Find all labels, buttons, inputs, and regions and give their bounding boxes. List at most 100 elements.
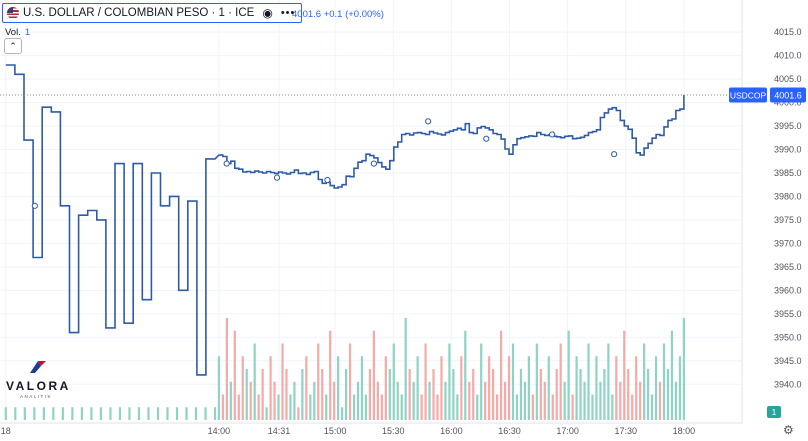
volume-bar — [90, 407, 93, 420]
symbol-badge-label: USDCOP — [730, 91, 767, 101]
volume-bar — [531, 394, 534, 420]
volume-bar — [23, 407, 26, 420]
y-tick-label: 3990.0 — [774, 144, 802, 154]
volume-bar — [440, 356, 443, 420]
volume-bar — [392, 343, 395, 420]
event-marker — [324, 176, 331, 184]
volume-bar — [301, 369, 304, 420]
volume-bar — [317, 343, 320, 420]
logo-word: VALORA — [6, 379, 71, 393]
volume-bar — [448, 343, 451, 420]
volume-bar — [615, 356, 618, 420]
volume-bar — [488, 356, 491, 420]
volume-bar — [337, 356, 340, 420]
volume-bar — [543, 381, 546, 420]
volume-bar — [118, 407, 122, 420]
y-tick-label: 4000.0 — [774, 98, 802, 108]
y-tick-label: 3995.0 — [774, 121, 802, 131]
volume-bar — [388, 369, 391, 420]
volume-bar — [52, 407, 55, 420]
volume-bar — [499, 330, 503, 420]
volume-bar — [128, 407, 131, 420]
volume-bar — [567, 330, 570, 420]
volume-value: 1 — [24, 27, 31, 38]
volume-bar — [166, 407, 169, 420]
logo-subtitle: ANALITIK — [19, 394, 52, 399]
volume-bar — [579, 369, 582, 420]
volume-bar — [635, 356, 638, 420]
x-tick-label: 15:30 — [382, 426, 405, 436]
volume-bar — [396, 381, 399, 420]
volume-bar — [61, 407, 64, 420]
x-tick-label: 18:00 — [673, 426, 696, 436]
volume-bar — [4, 407, 7, 420]
volume-bar — [666, 369, 670, 420]
volume-bar — [639, 381, 642, 420]
symbol-badge — [729, 87, 767, 103]
volume-bar — [360, 356, 364, 420]
price-info: 4001.6 +0.1 (+0.00%) — [292, 9, 384, 20]
volume-bar — [185, 407, 188, 420]
y-tick-label: 3955.0 — [774, 309, 802, 319]
volume-bar — [241, 356, 244, 420]
y-tick-label: 4015.0 — [774, 27, 802, 37]
volume-bar — [321, 369, 324, 420]
volume-bar — [424, 343, 427, 420]
collapse-button[interactable]: ⌃ — [4, 38, 22, 54]
volume-bar — [658, 381, 662, 420]
volume-bar — [265, 407, 268, 420]
x-tick-label: 15:00 — [324, 426, 347, 436]
volume-bar — [277, 394, 280, 420]
x-tick-label: 14:00 — [208, 426, 231, 436]
y-tick-label: 3970.0 — [774, 238, 802, 248]
x-tick-label: 17:00 — [556, 426, 579, 436]
volume-bar — [670, 330, 674, 420]
volume-bar — [329, 330, 332, 420]
event-marker — [425, 118, 432, 125]
volume-bar — [511, 343, 515, 420]
volume-bar — [253, 343, 256, 420]
volume-bar — [109, 407, 112, 420]
volume-bar — [194, 407, 198, 420]
event-marker — [223, 160, 230, 167]
volume-bar — [563, 381, 566, 420]
event-marker — [370, 160, 378, 167]
eye-icon[interactable]: ◉ — [262, 6, 273, 20]
x-tick-label: 16:00 — [440, 426, 463, 436]
volume-badge-label: 1 — [772, 407, 777, 417]
volume-legend: Vol. 1 — [5, 27, 30, 38]
volume-bar — [204, 407, 207, 420]
event-marker — [31, 202, 38, 209]
volume-bar — [468, 381, 471, 420]
volume-bar — [523, 381, 527, 420]
volume-bar — [682, 318, 685, 420]
volume-bar — [313, 381, 316, 420]
volume-bar — [539, 369, 542, 420]
volume-bar — [603, 369, 606, 420]
volume-bar — [496, 394, 499, 420]
volume-bar — [515, 394, 519, 420]
volume-bar — [269, 356, 272, 420]
volume-bar — [551, 394, 554, 420]
volume-bar — [229, 381, 232, 420]
volume-bar — [519, 369, 523, 420]
volume-bar — [428, 381, 431, 420]
y-tick-label: 3940.0 — [774, 379, 802, 389]
volume-bar — [341, 407, 344, 420]
y-tick-label: 3945.0 — [774, 356, 802, 366]
volume-bar — [444, 381, 447, 420]
y-tick-label: 4010.0 — [774, 51, 802, 61]
volume-bar — [587, 343, 590, 420]
symbol-header[interactable]: U.S. DOLLAR / COLOMBIAN PESO · 1 · ICE ◉… — [2, 3, 303, 23]
volume-bar — [623, 330, 626, 420]
more-icon[interactable]: ••• — [280, 7, 296, 19]
logo-mark-icon — [30, 361, 46, 373]
volume-bar — [647, 369, 650, 420]
volume-bar — [221, 394, 224, 420]
x-tick-label: 17:30 — [614, 426, 637, 436]
volume-bar — [503, 381, 507, 420]
gear-icon[interactable]: ⚙ — [783, 423, 794, 437]
volume-bar — [412, 381, 415, 420]
price-line — [5, 64, 685, 376]
